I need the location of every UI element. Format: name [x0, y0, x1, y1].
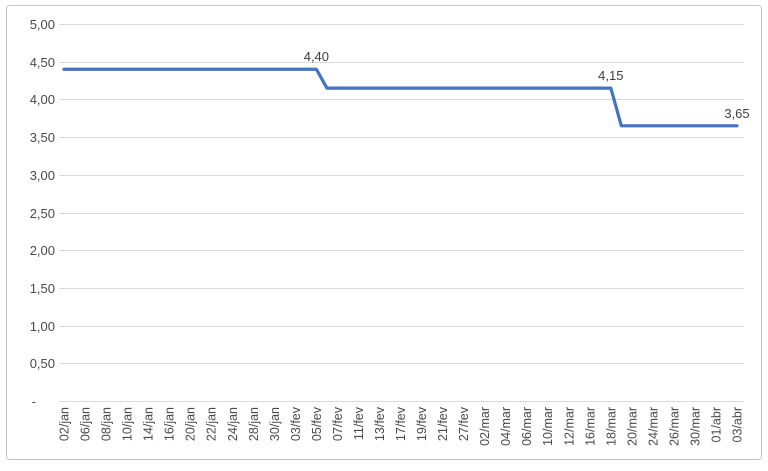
x-tick-label: 13/fev	[373, 406, 387, 441]
y-tick-label: 3,00	[30, 168, 55, 183]
x-tick-label: 03/abr	[731, 407, 745, 442]
y-tick-label: 2,50	[30, 206, 55, 221]
x-tick-label: 12/mar	[562, 407, 576, 446]
x-tick-label: 11/fev	[352, 406, 366, 440]
y-tick-label: 4,50	[30, 55, 55, 70]
x-tick-label: 04/mar	[499, 407, 513, 446]
y-tick-label: 4,00	[30, 92, 55, 107]
x-tick-label: 05/fev	[310, 406, 324, 441]
x-tick-label: 19/fev	[415, 406, 429, 441]
x-tick-label: 02/mar	[478, 407, 492, 446]
x-tick-label: 30/mar	[688, 407, 702, 446]
gridlines	[59, 24, 744, 402]
y-tick-label: 5,00	[30, 17, 55, 32]
x-tick-label: 14/jan	[142, 407, 156, 441]
x-tick-label: 20/mar	[625, 407, 639, 446]
x-tick-label: 06/jan	[79, 407, 93, 441]
x-tick-label: 22/jan	[205, 407, 219, 441]
data-label: 4,40	[304, 49, 329, 64]
x-tick-label: 20/jan	[184, 407, 198, 441]
y-tick-label: 3,50	[30, 130, 55, 145]
x-tick-label: 24/mar	[646, 407, 660, 446]
x-tick-label: 10/jan	[121, 407, 135, 441]
y-tick-label: 1,50	[30, 281, 55, 296]
x-tick-label: 01/abr	[709, 407, 723, 442]
y-tick-label: 0,50	[30, 356, 55, 371]
x-tick-label: 06/mar	[520, 407, 534, 446]
data-label: 4,15	[598, 68, 623, 83]
x-tick-label: 16/mar	[583, 407, 597, 446]
y-axis-labels: 5,00 4,50 4,00 3,50 3,00 2,50 2,00 1,50 1,00 0,50…	[30, 17, 55, 409]
data-labels: 4,40 4,15 3,65	[304, 49, 750, 121]
x-tick-label: 18/mar	[604, 407, 618, 446]
y-tick-label: 2,00	[30, 243, 55, 258]
x-tick-label: 28/jan	[247, 407, 261, 441]
x-tick-label: 27/fev	[457, 406, 471, 441]
x-tick-label: 02/jan	[58, 407, 72, 441]
x-tick-label: 16/jan	[163, 407, 177, 441]
y-tick-label: 1,00	[30, 319, 55, 334]
series-line	[62, 67, 739, 128]
x-tick-label: 30/jan	[268, 407, 282, 441]
x-tick-label: 24/jan	[226, 407, 240, 441]
y-tick-label: -	[32, 394, 36, 409]
x-tick-label: 21/fev	[436, 406, 450, 441]
chart-border	[6, 5, 762, 460]
data-label: 3,65	[724, 106, 749, 121]
x-tick-label: 03/fev	[289, 406, 303, 441]
x-tick-label: 07/fev	[331, 406, 345, 441]
x-tick-label: 17/fev	[394, 406, 408, 441]
x-tick-label: 26/mar	[667, 407, 681, 446]
x-tick-label: 10/mar	[541, 407, 555, 446]
x-axis-labels: 02/jan 06/jan 08/jan 10/jan 14/jan 16/jan 20/j…	[58, 406, 745, 446]
x-tick-label: 08/jan	[100, 407, 114, 441]
